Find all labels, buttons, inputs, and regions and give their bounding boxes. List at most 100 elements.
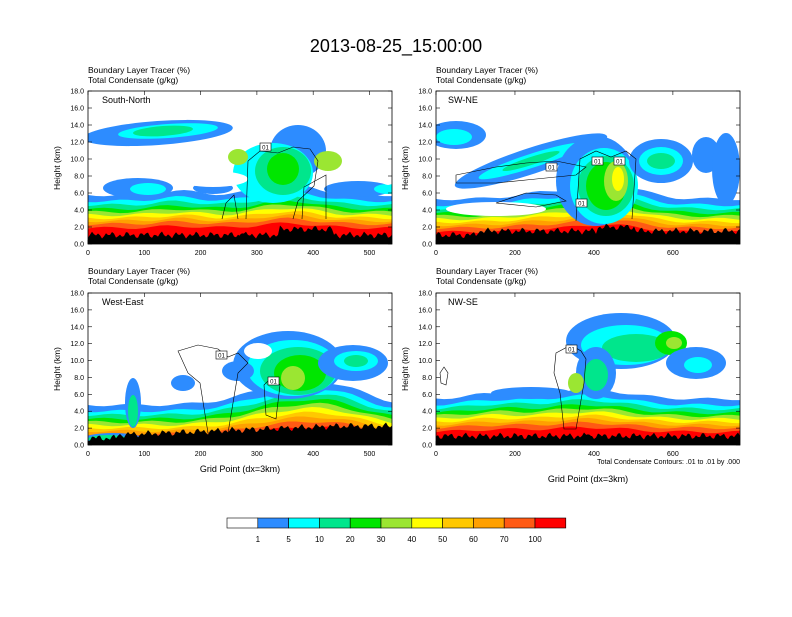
x-axis-label: Grid Point (dx=3km) <box>200 464 280 474</box>
cloud-blue <box>712 133 740 205</box>
cloud-lime <box>281 366 305 390</box>
colorbar-swatch-3 <box>288 517 320 529</box>
condensate-contour <box>245 146 319 220</box>
cloud-blue <box>324 181 392 197</box>
y-tick-label: 6.0 <box>74 191 84 198</box>
panel-label-box <box>444 295 488 308</box>
figure-title: 2013-08-25_15:00:00 <box>310 36 482 57</box>
y-tick-label: 14.0 <box>418 324 432 331</box>
y-tick-label: 16.0 <box>70 307 84 314</box>
contour-label-box <box>613 156 626 166</box>
y-tick-label: 8.0 <box>422 174 432 181</box>
panel-label: West-East <box>102 297 144 307</box>
colorbar-label: 60 <box>469 535 478 544</box>
plot-frame <box>87 292 393 446</box>
panel-label: NW-SE <box>448 297 478 307</box>
colorbar-swatch-6 <box>380 517 413 529</box>
panel-header-line1: Boundary Layer Tracer (%) <box>88 266 190 276</box>
cloud-green <box>133 125 193 137</box>
x-tick-label: 400 <box>307 451 319 458</box>
y-tick-label: 0.0 <box>422 443 432 450</box>
tracer-fills <box>436 121 740 244</box>
plot-area: 01 01 01 01 <box>436 121 740 244</box>
panel-label-box <box>444 93 486 106</box>
axis-ticks: 0.0 2.0 4.0 6.0 8.0 10.0 12.0 14.0 16.0 18.0 0 100 2… <box>70 89 392 257</box>
y-tick-label: 18.0 <box>70 291 84 298</box>
contour-label-box <box>591 156 604 166</box>
y-tick-label: 12.0 <box>418 341 432 348</box>
y-tick-label: 12.0 <box>418 140 432 147</box>
x-tick-label: 300 <box>251 250 263 257</box>
cloud-green <box>128 395 138 427</box>
clear-air <box>244 343 272 359</box>
condensate-contour <box>221 194 239 220</box>
plot-frame <box>87 90 393 245</box>
y-tick-label: 0.0 <box>422 242 432 249</box>
panel-label: South-North <box>102 95 151 105</box>
location-marker <box>584 233 592 241</box>
contour-label-box <box>267 376 280 386</box>
panel-header-line1: Boundary Layer Tracer (%) <box>88 65 190 75</box>
location-marker <box>584 434 592 442</box>
cloud-cyan <box>436 129 472 145</box>
y-tick-label: 6.0 <box>74 392 84 399</box>
condensate-contour <box>439 366 449 386</box>
condensate-contour <box>455 160 587 184</box>
x-tick-label: 0 <box>434 250 438 257</box>
y-tick-label: 4.0 <box>422 208 432 215</box>
x-tick-label: 200 <box>509 250 521 257</box>
panel-sw-ne: Boundary Layer Tracer (%) Total Condensa… <box>400 65 741 257</box>
contour-label: 01 <box>616 159 623 165</box>
terrain <box>88 422 392 445</box>
y-tick-label: 14.0 <box>418 123 432 130</box>
tracer-fills <box>436 313 740 445</box>
clear-air <box>378 157 392 185</box>
y-tick-label: 14.0 <box>70 324 84 331</box>
cloud-green <box>502 150 560 172</box>
panel-header-line2: Total Condensate (g/kg) <box>436 276 526 286</box>
cloud-cyan <box>130 183 166 195</box>
terrain <box>88 225 392 244</box>
contour-label-box <box>215 350 228 360</box>
plot-area: 01 01 <box>88 331 392 445</box>
cloud-yellow <box>612 167 624 191</box>
x-tick-label: 0 <box>86 451 90 458</box>
contour-label-box <box>575 198 588 208</box>
panel-label-box <box>98 93 166 106</box>
condensate-contours: 01 01 01 01 <box>455 150 637 222</box>
colorbar-label: 30 <box>377 535 386 544</box>
contour-label: 01 <box>594 159 601 165</box>
y-tick-label: 6.0 <box>422 191 432 198</box>
colorbar-swatch-8 <box>442 517 474 529</box>
y-tick-label: 4.0 <box>74 409 84 416</box>
y-tick-label: 0.0 <box>74 242 84 249</box>
x-tick-label: 200 <box>509 451 521 458</box>
y-axis-label: Height (km) <box>400 146 410 190</box>
y-tick-label: 12.0 <box>70 341 84 348</box>
colorbar-swatch-10 <box>503 517 536 529</box>
panel-south-north: Boundary Layer Tracer (%) Total Condensa… <box>52 65 393 257</box>
condensate-contour <box>575 150 637 222</box>
plot-frame <box>435 292 741 446</box>
condensate-contour <box>495 192 567 208</box>
cloud-green <box>647 153 675 169</box>
contour-label: 01 <box>218 353 225 359</box>
colorbar-swatch-9 <box>473 517 505 529</box>
x-tick-label: 600 <box>667 451 679 458</box>
y-axis-label: Height (km) <box>400 347 410 391</box>
contour-label: 01 <box>568 347 575 353</box>
panel-header-line1: Boundary Layer Tracer (%) <box>436 266 538 276</box>
plot-frame <box>435 90 741 245</box>
colorbar-label: 5 <box>286 535 291 544</box>
condensate-contours: 01 <box>439 344 587 430</box>
cloud-green <box>602 334 670 362</box>
contour-label: 01 <box>548 165 555 171</box>
contour-label-box <box>565 344 578 354</box>
colorbar-label: 40 <box>407 535 416 544</box>
cloud-blue <box>491 387 571 399</box>
y-tick-label: 4.0 <box>74 208 84 215</box>
contour-label-box <box>545 162 558 172</box>
x-tick-label: 500 <box>364 451 376 458</box>
x-tick-label: 0 <box>434 451 438 458</box>
y-tick-label: 18.0 <box>418 291 432 298</box>
